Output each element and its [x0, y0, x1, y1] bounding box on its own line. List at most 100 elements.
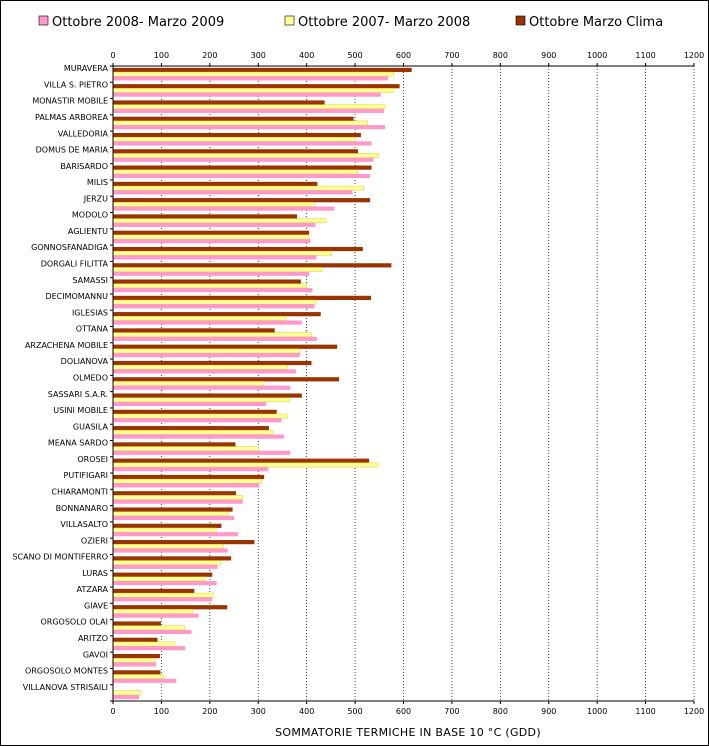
category-label: DOLIANOVA — [61, 357, 109, 366]
category-label: VALLEDORIA — [58, 129, 109, 138]
bar-ottobre-marzo-clima — [113, 556, 232, 561]
legend: Ottobre 2008- Marzo 2009 Ottobre 2007- M… — [38, 15, 663, 30]
bar-ottobre-2007-marzo-2008 — [112, 690, 141, 696]
category-label: AGLIENTU — [68, 227, 108, 236]
bar-ottobre-marzo-clima — [113, 426, 269, 431]
bar-ottobre-2008-marzo-2009 — [113, 564, 218, 569]
bar-ottobre-marzo-clima — [113, 312, 321, 317]
x-tick-label-top: 700 — [444, 51, 459, 60]
bar-ottobre-2007-marzo-2008 — [112, 316, 287, 321]
bar-ottobre-2007-marzo-2008 — [112, 576, 206, 582]
bar-ottobre-marzo-clima — [113, 230, 310, 235]
category-label: ORGOSOLO OLAI — [40, 618, 108, 627]
bar-ottobre-marzo-clima — [113, 670, 161, 675]
bar-ottobre-2007-marzo-2008 — [112, 397, 290, 403]
bar-ottobre-2008-marzo-2009 — [113, 190, 353, 195]
bar-ottobre-marzo-clima — [113, 132, 361, 138]
category-label: DORGALI FILITTA — [41, 260, 109, 269]
bar-ottobre-marzo-clima — [113, 149, 358, 154]
bar-ottobre-2008-marzo-2009 — [113, 597, 213, 602]
bar-ottobre-2008-marzo-2009 — [113, 678, 177, 683]
bar-ottobre-2008-marzo-2009 — [113, 434, 284, 439]
x-tick-label-top: 0 — [110, 51, 115, 60]
bar-ottobre-2008-marzo-2009 — [113, 499, 243, 504]
bar-ottobre-2008-marzo-2009 — [113, 353, 300, 358]
bar-ottobre-2007-marzo-2008 — [112, 153, 380, 158]
bar-ottobre-marzo-clima — [113, 295, 372, 300]
category-label: SCANO DI MONTIFERRO — [12, 553, 108, 562]
category-label: IGLESIAS — [72, 308, 108, 317]
bar-ottobre-2007-marzo-2008 — [112, 625, 185, 631]
x-tick-label-top: 100 — [154, 51, 169, 60]
bar-ottobre-2007-marzo-2008 — [112, 544, 224, 549]
bar-ottobre-2008-marzo-2009 — [113, 369, 297, 374]
bar-ottobre-2008-marzo-2009 — [113, 613, 199, 618]
bar-ottobre-2008-marzo-2009 — [113, 206, 335, 211]
x-tick-label-top: 300 — [251, 51, 266, 60]
legend-swatch-clima — [515, 15, 526, 26]
x-tick-label-top: 800 — [493, 51, 508, 60]
category-label: LURAS — [82, 569, 108, 578]
category-label: PUTIFIGARI — [64, 471, 108, 480]
bar-ottobre-2007-marzo-2008 — [112, 299, 317, 305]
category-label: SASSARI S.A.R. — [48, 390, 108, 399]
bar-ottobre-2007-marzo-2008 — [112, 657, 156, 663]
bar-ottobre-marzo-clima — [113, 165, 372, 170]
category-label: SAMASSI — [72, 276, 108, 285]
bar-ottobre-2007-marzo-2008 — [112, 283, 307, 289]
bar-ottobre-2007-marzo-2008 — [112, 169, 358, 175]
bar-ottobre-marzo-clima — [113, 572, 213, 577]
legend-swatch-2008-2009 — [38, 15, 49, 26]
bar-ottobre-2007-marzo-2008 — [112, 250, 333, 256]
category-label: MODOLO — [72, 211, 108, 220]
bar-ottobre-marzo-clima — [113, 442, 236, 447]
category-label: ARITZO — [78, 634, 108, 643]
bar-ottobre-2008-marzo-2009 — [113, 385, 291, 390]
bar-ottobre-2007-marzo-2008 — [112, 560, 222, 565]
bar-ottobre-2008-marzo-2009 — [113, 580, 217, 586]
category-label: DOMUS DE MARIA — [36, 146, 109, 155]
bar-ottobre-2007-marzo-2008 — [112, 104, 386, 110]
category-label: GUASILA — [73, 422, 109, 431]
bar-ottobre-2007-marzo-2008 — [112, 218, 327, 223]
bar-ottobre-marzo-clima — [113, 588, 195, 594]
category-label: PALMAS ARBOREA — [35, 113, 109, 122]
bar-ottobre-2008-marzo-2009 — [113, 108, 385, 114]
bar-ottobre-2008-marzo-2009 — [113, 548, 228, 553]
bar-ottobre-2007-marzo-2008 — [112, 641, 176, 647]
x-tick-label: 400 — [299, 707, 314, 716]
legend-swatch-2007-2008 — [284, 15, 295, 26]
bar-ottobre-marzo-clima — [113, 181, 318, 187]
category-label: OROSEI — [77, 455, 108, 464]
bar-ottobre-marzo-clima — [113, 605, 228, 610]
category-label: VILLA S. PIETRO — [44, 80, 108, 89]
x-tick-label: 800 — [493, 707, 508, 716]
x-tick-label-top: 200 — [202, 51, 217, 60]
bar-ottobre-2008-marzo-2009 — [113, 157, 374, 162]
x-tick-label-top: 400 — [299, 51, 314, 60]
category-label: MONASTIR MOBILE — [32, 97, 108, 106]
x-tick-label-top: 500 — [347, 51, 362, 60]
bar-ottobre-marzo-clima — [113, 474, 265, 480]
tick-labels: 0 0 100 100 200 200 300 300 400 400 500 500 600 600 70… — [110, 51, 704, 716]
x-tick-label-top: 1100 — [635, 51, 655, 60]
bar-ottobre-2007-marzo-2008 — [112, 364, 288, 370]
bar-ottobre-marzo-clima — [113, 491, 236, 496]
bar-ottobre-2007-marzo-2008 — [112, 527, 217, 533]
bar-ottobre-marzo-clima — [113, 116, 354, 121]
category-label: MEANA SARDO — [48, 439, 108, 448]
bar-ottobre-marzo-clima — [113, 523, 222, 528]
bar-ottobre-marzo-clima — [113, 540, 255, 545]
bar-ottobre-2007-marzo-2008 — [112, 478, 262, 484]
category-label: OTTANA — [76, 325, 109, 334]
category-label: ORGOSOLO MONTES — [25, 667, 108, 676]
bar-ottobre-marzo-clima — [113, 263, 392, 268]
bar-ottobre-2008-marzo-2009 — [113, 418, 282, 423]
bar-ottobre-2007-marzo-2008 — [112, 609, 194, 614]
category-label: GIAVE — [84, 601, 108, 610]
category-label: OZIERI — [81, 536, 108, 545]
x-axis-title: SOMMATORIE TERMICHE IN BASE 10 °C (GDD) — [275, 726, 541, 739]
bar-ottobre-marzo-clima — [113, 100, 325, 105]
bar-ottobre-marzo-clima — [113, 458, 370, 463]
